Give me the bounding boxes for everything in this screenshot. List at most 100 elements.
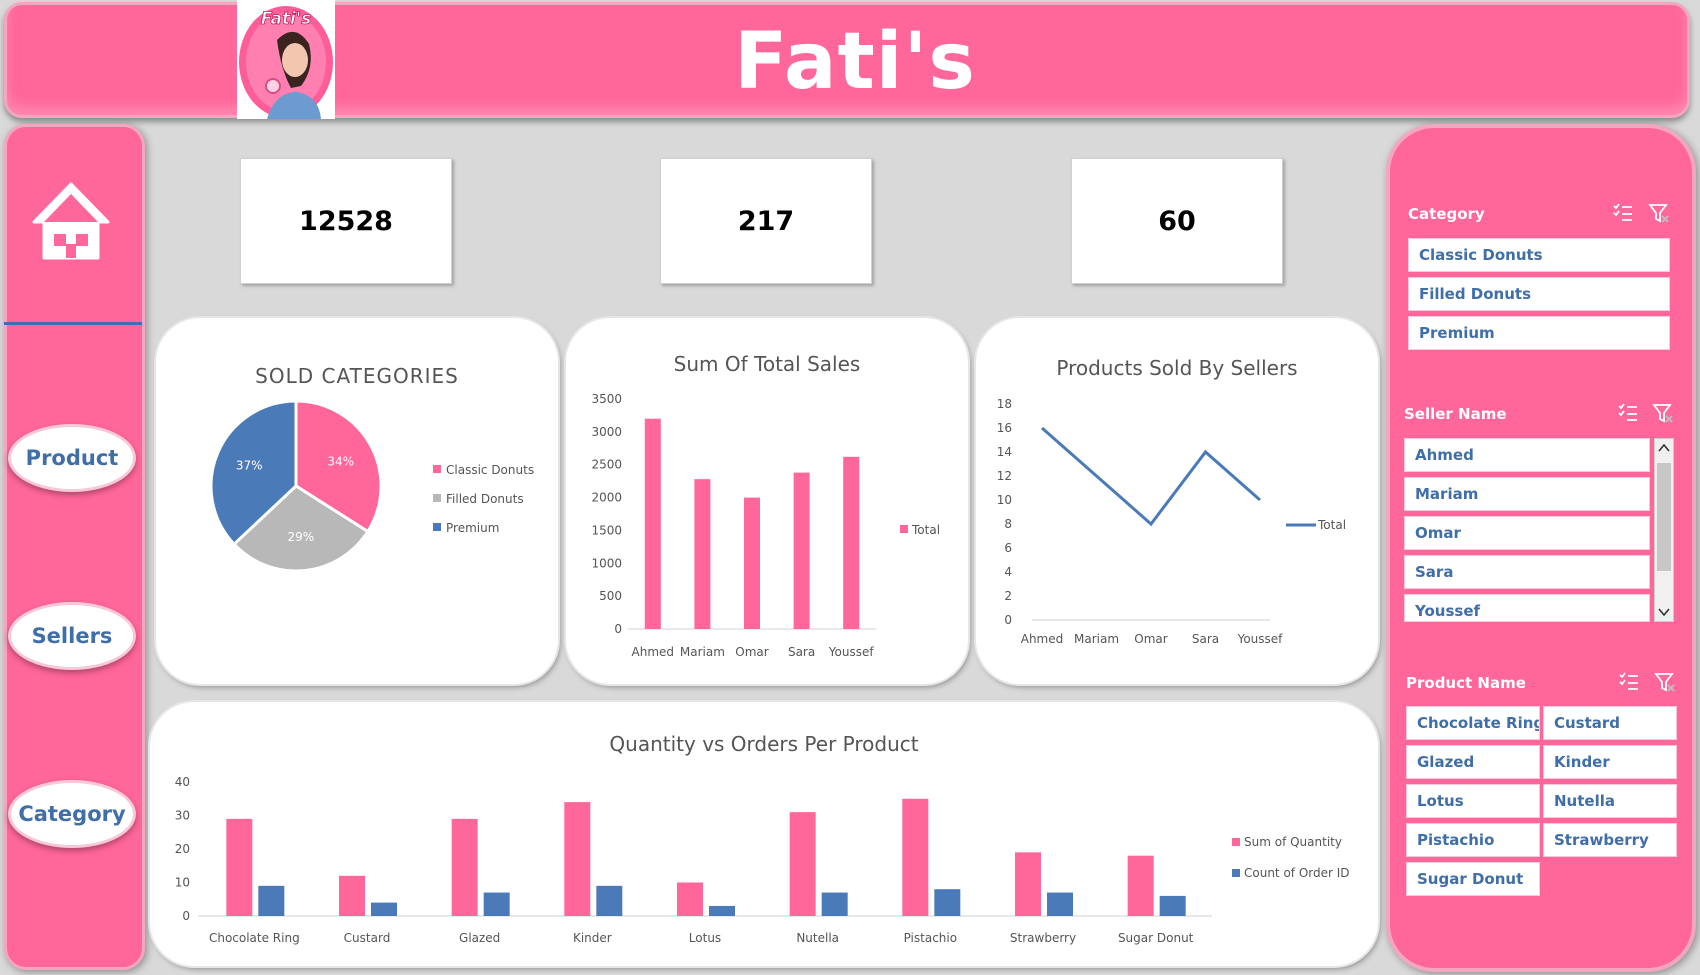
x-tick-label: Omar — [1134, 632, 1167, 646]
bar — [789, 812, 816, 916]
product-slicer-item[interactable]: Lotus — [1406, 784, 1540, 818]
clear-filter-icon[interactable] — [1652, 402, 1674, 424]
category-slicer-item[interactable]: Filled Donuts — [1408, 277, 1670, 311]
sold-categories-chart: 34% 29% 37% Classic Donuts Filled Donuts Prem… — [209, 399, 534, 573]
bar — [1015, 852, 1041, 916]
bar — [1127, 855, 1154, 916]
seller-slicer-item[interactable]: Omar — [1404, 516, 1650, 550]
product-slicer-item[interactable]: Kinder — [1543, 745, 1677, 779]
clear-filter-icon[interactable] — [1648, 202, 1670, 224]
pie-slice — [231, 484, 370, 573]
bar — [451, 818, 478, 916]
y-tick-label: 10 — [997, 493, 1012, 507]
pie-slice — [209, 399, 298, 547]
x-tick-label: Mariam — [1074, 632, 1119, 646]
x-tick-label: Ahmed — [632, 645, 675, 659]
y-tick-label: 1500 — [591, 523, 622, 537]
product-slicer-item[interactable]: Nutella — [1543, 784, 1677, 818]
y-tick-label: 4 — [1004, 565, 1012, 579]
products-sold-card: Products Sold By Sellers 0 2 4 6 8 10 12 14 16 18… — [976, 318, 1378, 684]
y-tick-label: 3500 — [591, 392, 622, 406]
y-tick-label: 12 — [997, 469, 1012, 483]
multi-select-icon[interactable] — [1617, 402, 1639, 424]
bar — [934, 889, 961, 916]
clear-filter-icon[interactable] — [1654, 671, 1676, 693]
chart-title: SOLD CATEGORIES — [255, 364, 459, 388]
legend-swatch — [1232, 869, 1240, 877]
products-sold-chart: 0 2 4 6 8 10 12 14 16 18 Ahmed Mariam Omar Sara Yousse… — [997, 397, 1346, 646]
y-tick-label: 500 — [599, 589, 622, 603]
bar — [596, 885, 623, 916]
kpi-card-2: 217 — [660, 158, 872, 284]
pie-data-label: 37% — [236, 459, 263, 473]
brand-logo: Fati's — [237, 0, 335, 119]
quantity-orders-card: Quantity vs Orders Per Product 0 10 20 30 40… — [150, 702, 1378, 966]
product-slicer-item[interactable]: Strawberry — [1543, 823, 1677, 857]
y-tick-label: 14 — [997, 445, 1012, 459]
seller-slicer-item[interactable]: Ahmed — [1404, 438, 1650, 472]
category-slicer-title: Category — [1408, 205, 1485, 223]
bar — [644, 418, 661, 629]
x-tick-label: Custard — [344, 931, 391, 945]
scroll-up-icon[interactable] — [1658, 443, 1670, 453]
kpi-card-1: 12528 — [240, 158, 452, 284]
nav-category-button[interactable]: Category — [8, 780, 136, 848]
nav-sellers-button[interactable]: Sellers — [8, 602, 136, 670]
category-slicer-item[interactable]: Classic Donuts — [1408, 238, 1670, 272]
y-tick-label: 0 — [1004, 613, 1012, 627]
pie-data-label: 34% — [327, 454, 354, 468]
y-tick-label: 6 — [1004, 541, 1012, 555]
bar — [564, 802, 591, 916]
y-tick-label: 2000 — [591, 491, 622, 505]
legend-label: Total — [911, 523, 940, 537]
category-slicer-item[interactable]: Premium — [1408, 316, 1670, 350]
seller-slicer-scrollbar[interactable] — [1654, 438, 1674, 622]
bar — [843, 456, 860, 629]
product-slicer-item[interactable]: Glazed — [1406, 745, 1540, 779]
home-icon[interactable] — [30, 178, 112, 266]
bar — [694, 479, 711, 629]
product-slicer-item[interactable]: Custard — [1543, 706, 1677, 740]
legend-swatch — [433, 523, 441, 531]
seller-slicer-item[interactable]: Sara — [1404, 555, 1650, 589]
y-tick-label: 16 — [997, 421, 1012, 435]
seller-slicer-item[interactable]: Youssef — [1404, 594, 1650, 622]
chart-title: Products Sold By Sellers — [1056, 356, 1298, 380]
legend-swatch — [433, 494, 441, 502]
y-tick-label: 2500 — [591, 458, 622, 472]
x-tick-label: Lotus — [689, 931, 721, 945]
y-tick-label: 40 — [175, 775, 190, 789]
y-tick-label: 0 — [614, 622, 622, 636]
x-tick-label: Ahmed — [1021, 632, 1064, 646]
multi-select-icon[interactable] — [1612, 202, 1634, 224]
legend-label: Count of Order ID — [1244, 866, 1350, 880]
legend-label: Filled Donuts — [446, 492, 524, 506]
bar — [793, 472, 810, 629]
x-tick-label: Sara — [1192, 632, 1219, 646]
x-tick-label: Strawberry — [1010, 931, 1076, 945]
seller-slicer-item[interactable]: Mariam — [1404, 477, 1650, 511]
multi-select-icon[interactable] — [1618, 671, 1640, 693]
x-tick-label: Sara — [788, 645, 815, 659]
scrollbar-thumb[interactable] — [1657, 463, 1671, 571]
total-sales-chart: 0 500 1000 1500 2000 2500 3000 3500 Ahmed Mariam O… — [591, 392, 940, 659]
x-tick-label: Omar — [735, 645, 768, 659]
y-tick-label: 10 — [175, 876, 190, 890]
chart-title: Quantity vs Orders Per Product — [609, 732, 919, 756]
bar — [744, 497, 760, 629]
legend-swatch — [433, 465, 441, 473]
legend-label: Classic Donuts — [446, 463, 534, 477]
pie-data-label: 29% — [287, 530, 314, 544]
scroll-down-icon[interactable] — [1658, 607, 1670, 617]
x-tick-label: Glazed — [459, 931, 500, 945]
x-tick-label: Pistachio — [904, 931, 958, 945]
bar — [1047, 892, 1073, 916]
chart-title: Sum Of Total Sales — [673, 352, 861, 376]
x-tick-label: Nutella — [796, 931, 839, 945]
product-slicer-item[interactable]: Sugar Donut — [1406, 862, 1540, 896]
product-slicer-item[interactable]: Pistachio — [1406, 823, 1540, 857]
nav-product-button[interactable]: Product — [8, 424, 136, 492]
bar — [258, 885, 285, 916]
product-slicer-item[interactable]: Chocolate Ring — [1406, 706, 1540, 740]
bar — [677, 882, 703, 916]
